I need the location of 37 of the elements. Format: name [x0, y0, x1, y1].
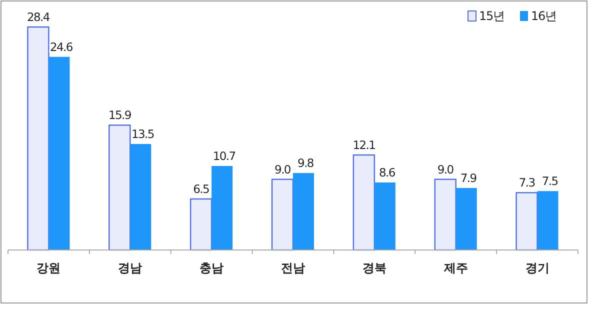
bar	[456, 188, 477, 250]
bar	[293, 173, 314, 250]
x-tick-label: 경북	[362, 261, 386, 275]
x-tick-label: 전남	[281, 261, 305, 275]
bar	[190, 198, 212, 251]
bar	[48, 56, 70, 250]
data-label: 13.5	[131, 126, 154, 141]
legend-label: 16년	[531, 9, 556, 23]
bar	[516, 192, 538, 251]
legend-label: 15년	[479, 9, 504, 23]
data-label: 7.5	[542, 174, 558, 188]
data-label: 9.0	[274, 162, 291, 176]
bar	[352, 154, 376, 251]
bar	[212, 166, 233, 250]
x-tick-label: 경기	[525, 261, 550, 275]
data-label: 15.9	[108, 108, 132, 122]
bar	[27, 26, 50, 251]
x-tick-label: 강원	[36, 261, 61, 275]
data-label: 7.9	[460, 170, 477, 185]
bar	[108, 124, 131, 251]
x-tick-label: 충남	[200, 261, 224, 275]
bar	[434, 178, 456, 251]
x-tick-label: 경남	[118, 261, 142, 275]
data-label: 9.8	[298, 156, 314, 170]
data-label: 8.6	[378, 165, 396, 180]
data-label: 24.6	[50, 40, 73, 54]
data-label: 28.4	[27, 10, 50, 24]
data-label: 7.3	[518, 176, 536, 190]
bar	[374, 182, 396, 250]
bar	[130, 144, 152, 250]
bar	[537, 191, 558, 250]
bar	[271, 178, 294, 251]
x-tick-label: 제주	[442, 261, 468, 275]
data-label: 6.5	[193, 182, 210, 196]
data-label: 10.7	[212, 148, 236, 163]
data-label: 9.0	[437, 162, 454, 176]
data-label: 12.1	[352, 138, 376, 152]
